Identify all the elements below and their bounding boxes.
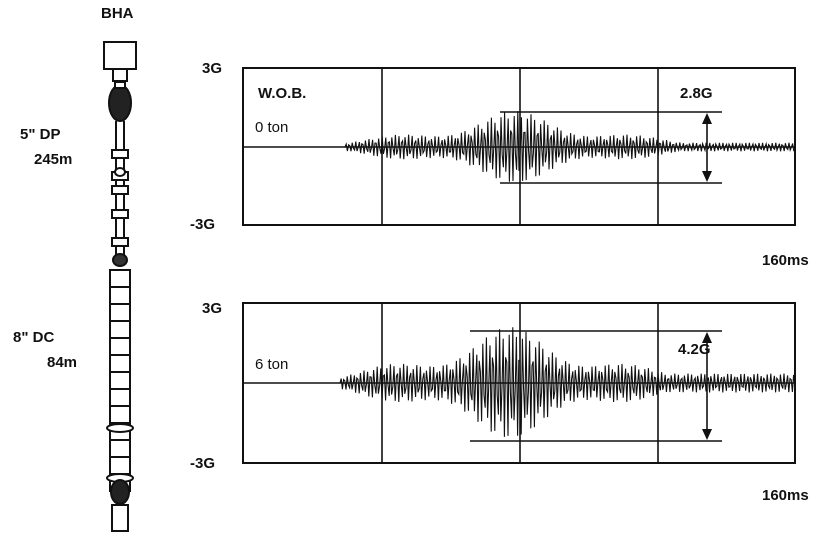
drill-collar-segment [109, 405, 131, 424]
drill-collar-segment [109, 371, 131, 390]
drill-collar-segment [109, 303, 131, 322]
panel-1-waveform-plot [242, 302, 796, 464]
bha-title: BHA [101, 5, 134, 22]
drill-collar-segment [109, 456, 131, 475]
waveform-trace [344, 111, 795, 182]
panel-0-y-min-label: -3G [190, 216, 216, 233]
panel-0-wob-header: W.O.B. [258, 85, 307, 102]
drill-pipe-tool-joint [111, 185, 129, 195]
panel-0-y-max-label: 3G [202, 60, 223, 77]
drill-collar-segment [109, 337, 131, 356]
drill-pipe-tool-joint [111, 209, 129, 219]
panel-1-amplitude-marker [470, 330, 722, 442]
drill-collar-stabilizer [106, 423, 134, 433]
panel-1-time-scale: 160ms [762, 487, 809, 504]
panel-0-waveform-plot [242, 67, 796, 226]
panel-1-acceleration-waveform [339, 327, 796, 437]
bha-top-sub [103, 41, 137, 70]
panel-0-amplitude-label: 2.8G [680, 85, 713, 102]
drill-collar-size-label: 8" DC [13, 329, 55, 346]
drill-collar-length-label: 84m [47, 354, 78, 371]
drill-collar-segment [109, 388, 131, 407]
drill-pipe-length-label: 245m [34, 151, 73, 168]
drill-bit-sub [110, 479, 130, 505]
drill-collar-segment [109, 269, 131, 288]
panel-0-amplitude-marker [500, 111, 722, 184]
drill-pipe-tool-joint [111, 149, 129, 159]
panel-0-time-scale: 160ms [762, 252, 809, 269]
panel-0-wob-value: 0 ton [255, 119, 289, 136]
bha-crossover [112, 68, 128, 82]
panel-1-y-min-label: -3G [190, 455, 216, 472]
panel-1-wob-value: 6 ton [255, 356, 289, 373]
bha-stabilizer [108, 84, 132, 122]
drill-collar-segment [109, 354, 131, 373]
drill-pipe-crossover-node [112, 253, 128, 267]
bha-connector [114, 81, 126, 89]
waveform-trace [339, 327, 796, 437]
drill-collar-segment [109, 320, 131, 339]
bha-drill-string-drawing [103, 41, 137, 532]
panel-1-y-max-label: 3G [202, 300, 223, 317]
drill-collar-segment [109, 439, 131, 458]
drill-pipe-tool-joint [111, 237, 129, 247]
drill-collar-segment [109, 286, 131, 305]
drill-pipe-size-label: 5" DP [20, 126, 61, 143]
panel-0-acceleration-waveform [344, 111, 795, 182]
drill-pipe-joint-node [114, 167, 126, 177]
panel-1-amplitude-label: 4.2G [678, 341, 711, 358]
drill-bit [111, 504, 129, 532]
